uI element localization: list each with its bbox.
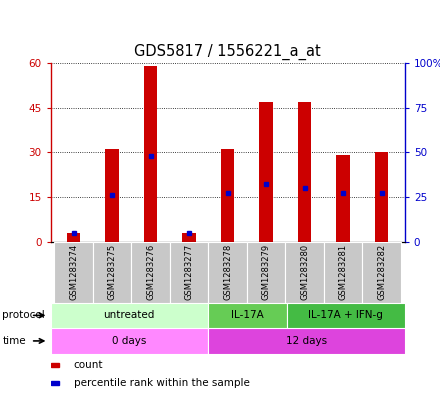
Text: GSM1283274: GSM1283274 (69, 244, 78, 300)
Text: GSM1283276: GSM1283276 (146, 244, 155, 300)
Bar (286, 242, 324, 303)
Bar (67, 233, 81, 242)
Bar (51, 303, 208, 328)
Text: GSM1283280: GSM1283280 (300, 244, 309, 300)
Bar (298, 102, 312, 242)
Text: GSM1283275: GSM1283275 (108, 244, 117, 300)
Bar (51, 381, 59, 385)
Bar (51, 328, 208, 354)
Text: IL-17A: IL-17A (231, 310, 264, 320)
Bar (106, 149, 119, 242)
Bar (170, 242, 209, 303)
Bar (375, 152, 389, 242)
Bar (209, 242, 247, 303)
Text: percentile rank within the sample: percentile rank within the sample (73, 378, 249, 388)
Bar (51, 363, 59, 367)
Text: protocol: protocol (2, 310, 45, 320)
Bar (93, 242, 132, 303)
Bar (221, 149, 235, 242)
Bar (132, 242, 170, 303)
Text: GSM1283281: GSM1283281 (339, 244, 348, 300)
Title: GDS5817 / 1556221_a_at: GDS5817 / 1556221_a_at (134, 44, 321, 60)
Bar (183, 233, 196, 242)
Text: IL-17A + IFN-g: IL-17A + IFN-g (308, 310, 383, 320)
Bar (363, 242, 401, 303)
Text: time: time (2, 336, 26, 346)
Bar (208, 303, 287, 328)
Bar (337, 155, 350, 242)
Text: GSM1283279: GSM1283279 (262, 244, 271, 300)
Bar (55, 242, 93, 303)
Bar (208, 328, 405, 354)
Text: 0 days: 0 days (112, 336, 147, 346)
Bar (324, 242, 363, 303)
Bar (260, 102, 273, 242)
Text: GSM1283282: GSM1283282 (377, 244, 386, 300)
Text: untreated: untreated (104, 310, 155, 320)
Text: 12 days: 12 days (286, 336, 327, 346)
Text: GSM1283278: GSM1283278 (223, 244, 232, 300)
Text: GSM1283277: GSM1283277 (185, 244, 194, 300)
Bar (144, 66, 158, 242)
Text: count: count (73, 360, 103, 370)
Bar (247, 242, 286, 303)
Bar (287, 303, 405, 328)
